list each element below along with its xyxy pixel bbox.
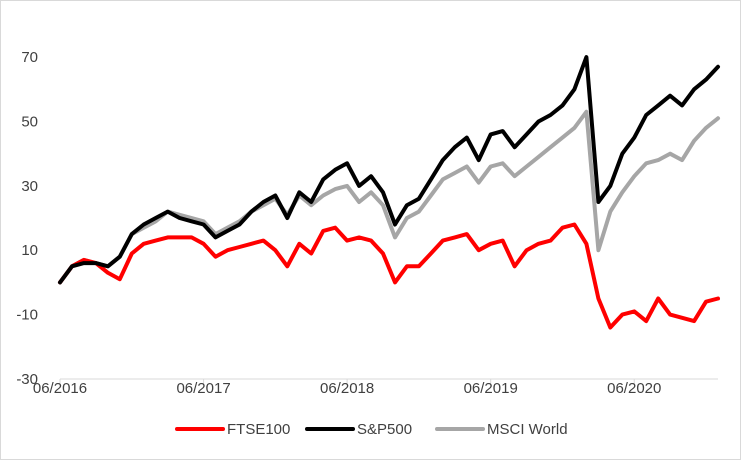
y-tick-label: 30 <box>21 178 38 195</box>
series-line-msci-world <box>58 109 720 285</box>
x-tick-label: 06/2016 <box>33 380 87 397</box>
legend-label: S&P500 <box>357 421 412 438</box>
x-tick-label: 06/2018 <box>320 380 374 397</box>
y-tick-label: -30 <box>16 371 38 388</box>
legend-label: FTSE100 <box>227 421 290 438</box>
legend-label: MSCI World <box>487 421 568 438</box>
y-tick-label: -10 <box>16 307 38 324</box>
y-tick-label: 70 <box>21 49 38 66</box>
y-axis: 70 50 30 10 -10 -30 <box>16 49 38 388</box>
series-lines <box>58 55 720 330</box>
x-tick-label: 06/2020 <box>607 380 661 397</box>
legend: FTSE100 S&P500 MSCI World <box>175 421 568 438</box>
y-tick-label: 50 <box>21 113 38 130</box>
series-line-ftse100 <box>58 222 720 330</box>
y-tick-label: 10 <box>21 242 38 259</box>
x-tick-label: 06/2017 <box>176 380 230 397</box>
x-tick-label: 06/2019 <box>464 380 518 397</box>
series-line-s-p500 <box>58 55 720 285</box>
x-axis: 06/2016 06/2017 06/2018 06/2019 06/2020 <box>33 378 718 397</box>
